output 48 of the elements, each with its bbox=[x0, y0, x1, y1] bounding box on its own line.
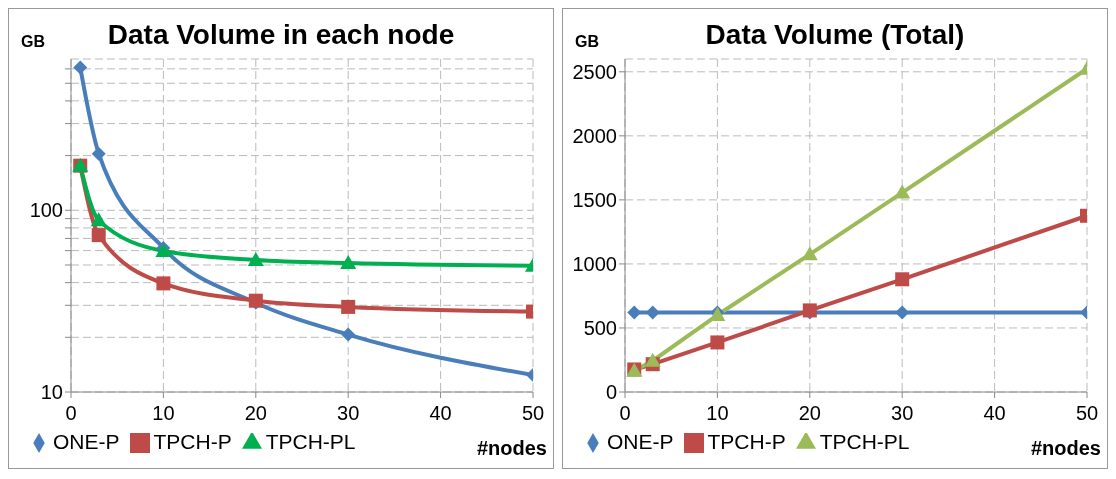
point bbox=[894, 184, 911, 199]
y-tick-label: 1500 bbox=[572, 188, 617, 211]
point bbox=[895, 305, 910, 320]
chart-title: Data Volume (Total) bbox=[705, 19, 965, 50]
legend-label: TPCH-P bbox=[707, 430, 786, 453]
y-axis-title: GB bbox=[575, 33, 599, 51]
x-tick-label: 30 bbox=[891, 402, 914, 425]
legend-label: TPCH-PL bbox=[819, 430, 910, 453]
x-tick-label: 50 bbox=[521, 402, 545, 425]
x-tick-label: 20 bbox=[244, 402, 267, 425]
point bbox=[645, 305, 660, 320]
y-tick-label: 2500 bbox=[572, 60, 617, 83]
point bbox=[644, 352, 661, 367]
y-tick-label: 1000 bbox=[572, 253, 617, 276]
chart-title: Data Volume in each node bbox=[107, 19, 455, 50]
point bbox=[801, 246, 818, 261]
point bbox=[73, 60, 88, 75]
point bbox=[627, 305, 642, 320]
point bbox=[156, 276, 171, 291]
x-tick-label: 40 bbox=[429, 402, 452, 425]
point bbox=[340, 255, 357, 270]
point bbox=[91, 228, 106, 243]
point bbox=[895, 272, 910, 287]
y-tick-label: 2000 bbox=[572, 124, 617, 147]
x-tick-label: 20 bbox=[798, 402, 821, 425]
x-tick-label: 10 bbox=[706, 402, 729, 425]
point bbox=[341, 299, 356, 314]
x-axis-title: #nodes bbox=[476, 437, 547, 460]
x-axis-title: #nodes bbox=[1030, 437, 1101, 460]
x-tick-label: 40 bbox=[983, 402, 1006, 425]
x-tick-label: 30 bbox=[337, 402, 360, 425]
y-tick-label: 100 bbox=[29, 199, 63, 222]
point bbox=[710, 335, 725, 350]
point bbox=[90, 212, 107, 227]
legend-label: ONE-P bbox=[53, 430, 120, 453]
point bbox=[341, 327, 356, 342]
x-tick-label: 0 bbox=[619, 402, 631, 425]
legend-label: TPCH-PL bbox=[265, 430, 356, 453]
y-tick-label: 500 bbox=[583, 317, 617, 340]
legend-label: ONE-P bbox=[607, 430, 674, 453]
x-tick-label: 10 bbox=[152, 402, 175, 425]
x-tick-label: 0 bbox=[65, 402, 77, 425]
point bbox=[247, 251, 264, 266]
y-axis-title: GB bbox=[21, 33, 45, 51]
legend-label: TPCH-P bbox=[153, 430, 232, 453]
y-tick-label: 0 bbox=[605, 381, 617, 404]
x-tick-label: 50 bbox=[1075, 402, 1099, 425]
point bbox=[91, 146, 106, 161]
